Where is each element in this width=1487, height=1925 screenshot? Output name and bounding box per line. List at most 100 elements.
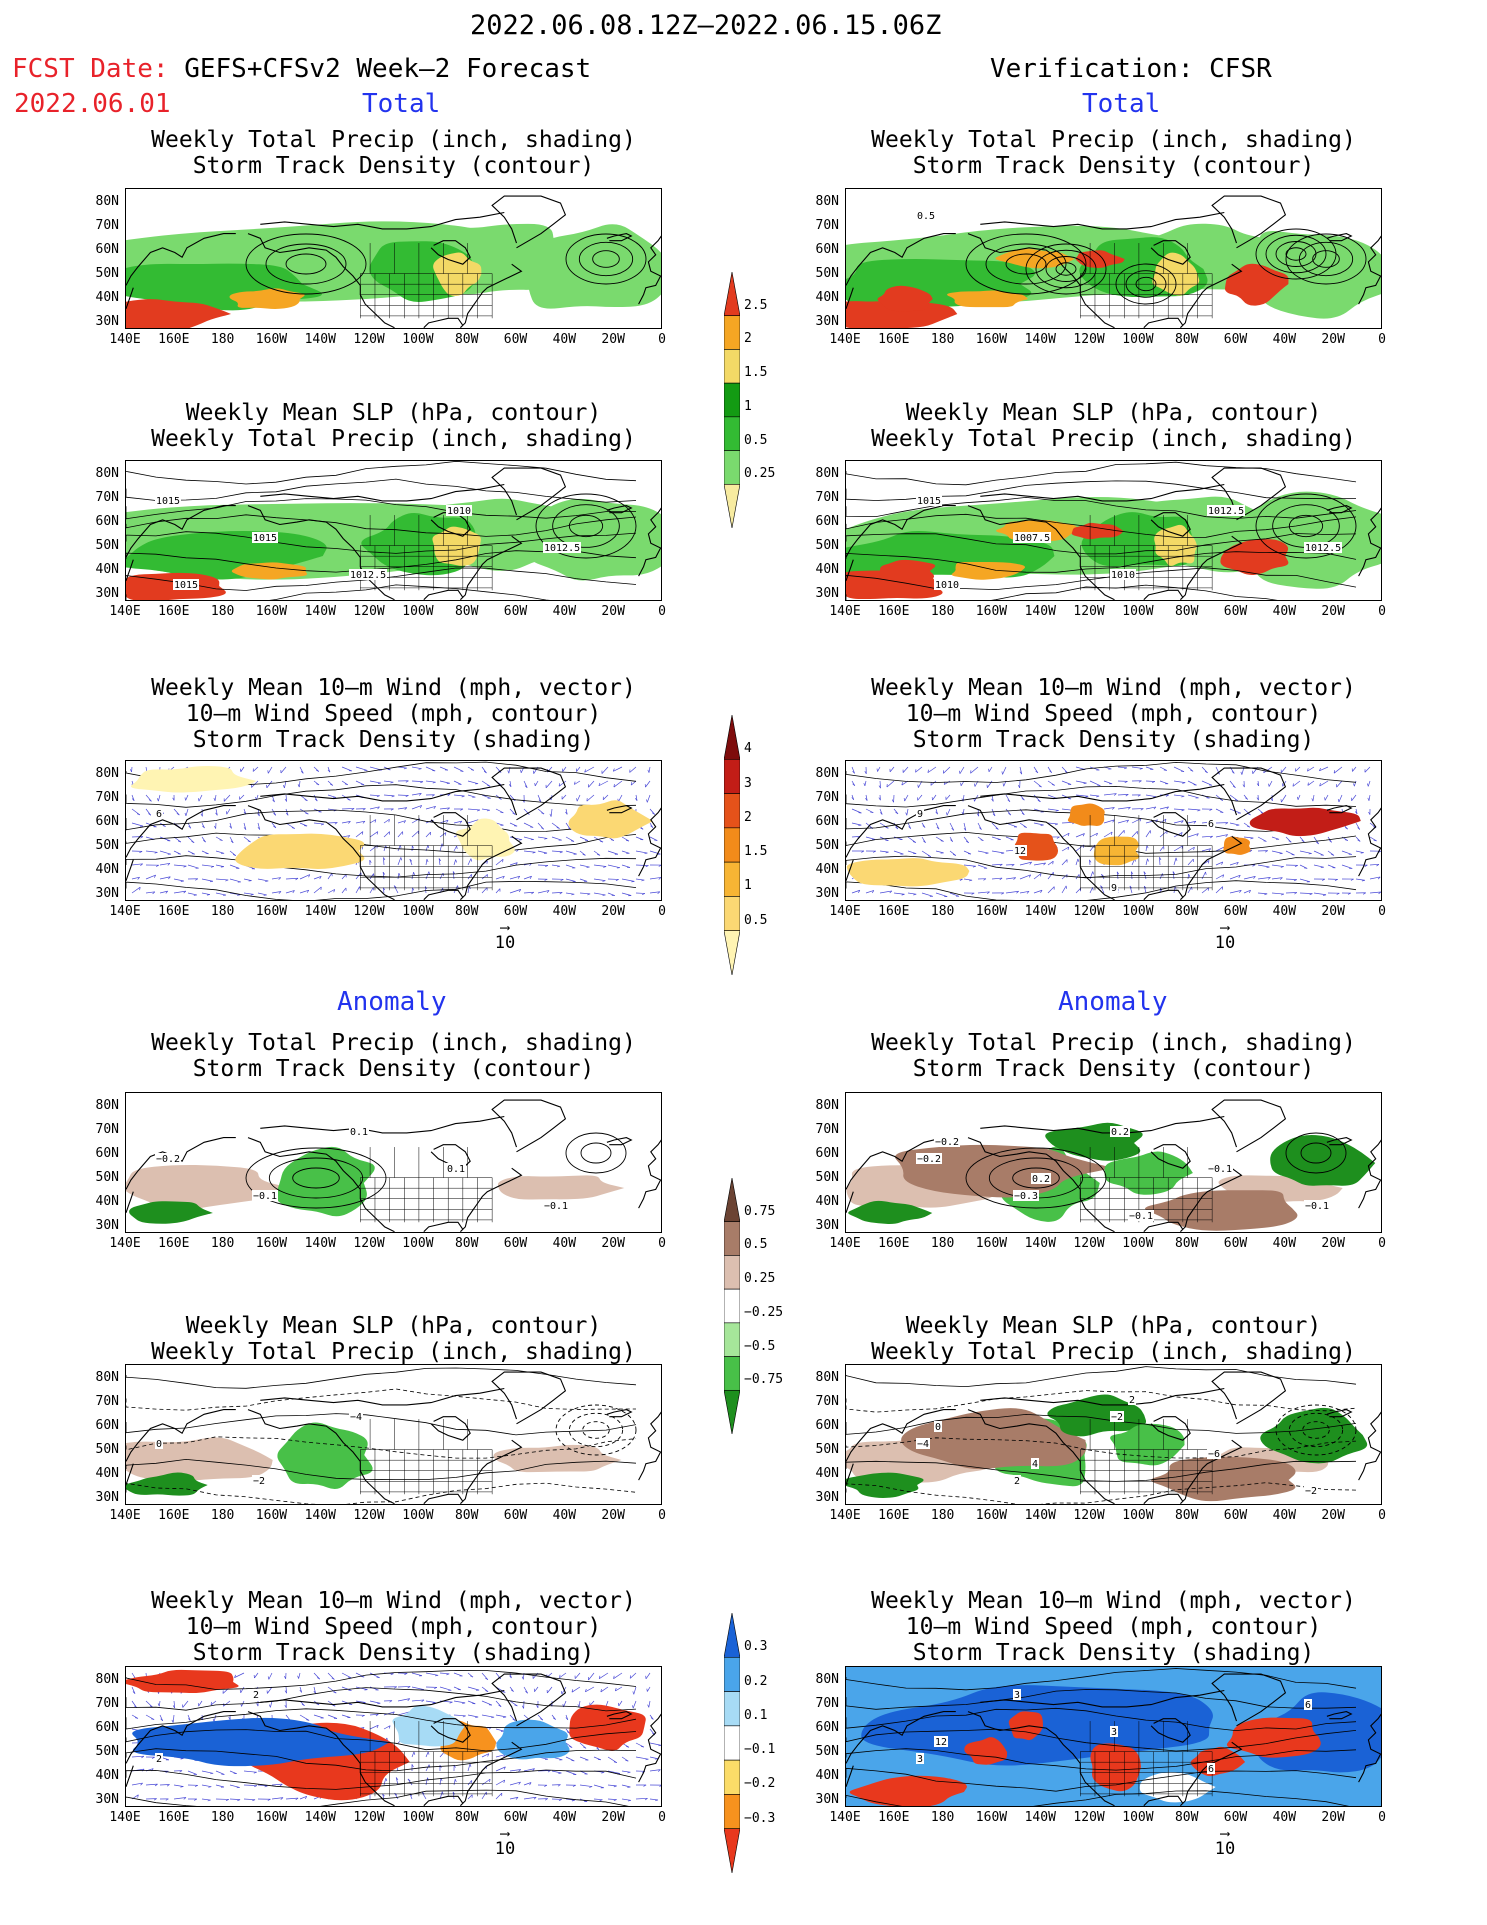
map-plot: 6 — [126, 761, 661, 900]
lon-label: 60W — [1223, 604, 1248, 619]
lon-label: 100W — [1122, 1236, 1154, 1251]
lat-label: 80N — [95, 1098, 119, 1113]
map-plot: 9 12 9 6 — [846, 761, 1381, 900]
lon-label: 180 — [210, 1236, 235, 1251]
isobar-line — [846, 513, 1357, 538]
lon-label: 40W — [1272, 904, 1297, 919]
lon-label: 140E — [829, 1810, 861, 1825]
isobar-line — [126, 1748, 637, 1772]
colorbar-label: 0.5 — [744, 912, 768, 928]
lat-label: 70N — [95, 1394, 119, 1409]
contour-label: 2 — [1129, 1395, 1135, 1406]
map-plot: 0.5 — [846, 195, 1381, 328]
shade-blob — [1067, 803, 1105, 826]
colorbar-label: 0.25 — [744, 1271, 776, 1287]
lon-label: 100W — [1122, 1508, 1154, 1523]
contour-line — [1012, 1167, 1060, 1189]
colorbar-label: −0.25 — [744, 1304, 784, 1320]
lat-label: 80N — [815, 1098, 839, 1113]
contour-line — [1035, 249, 1097, 289]
lat-label: 40N — [815, 862, 839, 877]
lon-label: 60W — [503, 904, 528, 919]
contour-label: −2 — [1305, 1486, 1317, 1497]
isobar-line — [126, 461, 637, 485]
contour-label: 0.2 — [1032, 1174, 1050, 1185]
lon-label: 160W — [975, 1236, 1008, 1251]
state-boundaries — [1080, 243, 1213, 319]
isobar-line — [126, 1388, 637, 1411]
lat-label: 40N — [95, 1466, 119, 1481]
colorbar-label: 1 — [744, 878, 752, 894]
panel-title-line: Weekly Total Precip (inch, shading) — [871, 127, 1356, 153]
contour-line — [1288, 1412, 1344, 1448]
precip-max — [126, 299, 232, 328]
lon-label: 0 — [658, 1508, 666, 1523]
lon-label: 160E — [878, 332, 910, 347]
contour-label: 3 — [1014, 1690, 1020, 1701]
lon-label: 60W — [1223, 1236, 1248, 1251]
lat-label: 40N — [95, 1194, 119, 1209]
lat-label: 30N — [815, 1792, 839, 1807]
isobar-line — [126, 1789, 629, 1806]
shade-blob — [1090, 1743, 1141, 1792]
vector-reference: ⟶ 10 — [1205, 921, 1245, 953]
isobar-line — [126, 1436, 637, 1459]
lon-label: 140E — [829, 1236, 861, 1251]
panel-title-line: 10—m Wind Speed (mph, contour) — [185, 1614, 602, 1640]
lon-label: 20W — [1321, 1236, 1345, 1251]
shade-blob — [132, 1717, 391, 1767]
lon-label: 20W — [601, 1236, 625, 1251]
lon-label: 160W — [975, 332, 1008, 347]
lat-label: 30N — [95, 1792, 119, 1807]
contour-line — [568, 1412, 624, 1448]
lat-label: 60N — [95, 514, 119, 529]
precip-band — [1246, 231, 1381, 319]
map-panel-slp-verification: 1015 1007.5 1010 1012.5 1012.5 1010 — [845, 460, 1382, 601]
verification-label: Verification: CFSR — [990, 54, 1272, 84]
lon-label: 160W — [255, 904, 288, 919]
contour-line — [535, 493, 637, 559]
lon-label: 140E — [829, 904, 861, 919]
lon-label: 120W — [353, 904, 385, 919]
map-plot: −0.2 −0.3 0.2 −0.1 −0.1 −0.2 0.2 −0.1 — [846, 1099, 1381, 1232]
colorbar-label: 2.5 — [744, 297, 768, 313]
contour-label: 1012.5 — [1208, 506, 1244, 517]
lon-label: 80W — [1174, 1810, 1199, 1825]
colorbar-label: −0.5 — [744, 1338, 776, 1354]
negative-anomaly — [126, 1164, 292, 1211]
lon-label: 180 — [930, 1810, 955, 1825]
isobar-line — [126, 855, 637, 878]
lon-label: 160W — [255, 1810, 288, 1825]
lon-label: 160W — [255, 332, 288, 347]
shade-blob — [1226, 1717, 1321, 1758]
negative-anomaly — [497, 1175, 625, 1200]
contour-line — [245, 1147, 387, 1209]
isobar-line — [846, 496, 1357, 519]
isobar-line — [126, 1413, 637, 1436]
fcst-date-label: FCST Date: — [12, 54, 169, 84]
contour-label: 3 — [1111, 1727, 1117, 1738]
contour-line — [580, 1142, 612, 1164]
contour-label: 2 — [1014, 1476, 1020, 1487]
negative-anomaly — [493, 1444, 622, 1473]
shade-blob — [1008, 1711, 1043, 1741]
lon-label: 160E — [878, 1810, 910, 1825]
colorbar-precip-total — [723, 271, 741, 529]
contour-line — [1025, 243, 1107, 295]
lon-label: 80W — [454, 332, 479, 347]
lon-label: 160W — [255, 1508, 288, 1523]
shade-blob — [849, 1775, 967, 1806]
lon-label: 60W — [1223, 904, 1248, 919]
lon-label: 100W — [402, 332, 434, 347]
section-total-right: Total — [1082, 89, 1161, 119]
isobar-line — [126, 832, 637, 854]
lon-label: 40W — [1272, 1236, 1297, 1251]
state-boundaries — [360, 1147, 493, 1223]
isobar-line — [126, 1669, 637, 1690]
contour-label: 1010 — [1111, 570, 1135, 581]
lon-label: 40W — [552, 1508, 577, 1523]
lat-label: 70N — [815, 1394, 839, 1409]
lon-label: 40W — [1272, 332, 1297, 347]
contour-label: 1007.5 — [1014, 533, 1050, 544]
lon-label: 100W — [402, 904, 434, 919]
